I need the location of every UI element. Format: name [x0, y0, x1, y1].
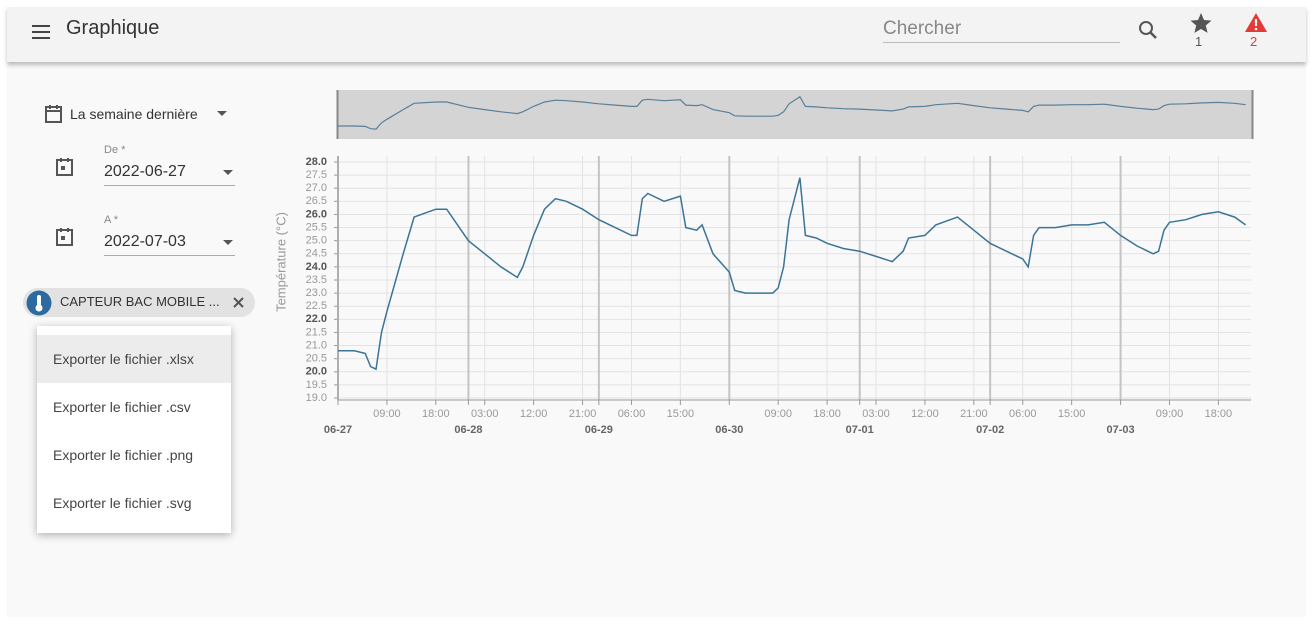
x-tick-label: 09:00 [764, 408, 792, 420]
y-tick-label: 24.5 [306, 248, 327, 260]
from-date[interactable]: 2022-06-27 [104, 163, 235, 186]
x-tick-label: 07-02 [976, 424, 1004, 436]
x-tick-label: 15:00 [667, 408, 695, 420]
navigator-background [337, 90, 1253, 139]
x-tick-label: 07-01 [846, 424, 874, 436]
x-tick-label: 06-30 [715, 424, 743, 436]
to-date[interactable]: 2022-07-03 [104, 233, 235, 256]
x-tick-label: 21:00 [960, 408, 988, 420]
y-tick-label: 27.0 [306, 182, 327, 194]
x-tick-label: 15:00 [1058, 408, 1086, 420]
x-tick-label: 06:00 [1009, 408, 1037, 420]
y-tick-label: 20.0 [306, 366, 327, 378]
favorites-button[interactable] [1190, 12, 1212, 34]
top-bar: Graphique Chercher 1 2 [7, 7, 1306, 62]
y-tick-label: 19.0 [306, 392, 327, 404]
dropdown-arrow[interactable] [222, 239, 234, 247]
x-tick-label: 12:00 [911, 408, 939, 420]
menu-button[interactable] [30, 21, 52, 43]
y-axis-title: Température (°C) [273, 212, 288, 312]
sensor-chip[interactable]: CAPTEUR BAC MOBILE ... [23, 288, 255, 317]
x-tick-label: 09:00 [373, 408, 401, 420]
menu-item[interactable]: Exporter le fichier .png [53, 447, 194, 463]
navigator-handles[interactable] [336, 90, 1254, 139]
menu-item[interactable]: Exporter le fichier .csv [53, 399, 191, 415]
x-tick-label: 18:00 [422, 408, 450, 420]
menu-item[interactable]: Exporter le fichier .xlsx [37, 335, 231, 383]
y-tick-label: 21.0 [306, 339, 327, 351]
from-label: De * [104, 144, 126, 156]
search-button[interactable] [1137, 19, 1159, 41]
y-tick-label: 19.5 [306, 379, 327, 391]
x-tick-label: 09:00 [1156, 408, 1184, 420]
x-tick-label: 18:00 [1205, 408, 1233, 420]
y-tick-label: 23.5 [306, 274, 327, 286]
y-tick-label: 23.0 [306, 287, 327, 299]
chip-remove[interactable] [232, 296, 245, 309]
calendar-icon [56, 158, 73, 176]
page-title: Graphique [66, 17, 160, 39]
x-tick-label: 06:00 [618, 408, 646, 420]
x-tick-label: 03:00 [471, 408, 499, 420]
period-select[interactable]: La semaine dernière [70, 106, 198, 122]
y-tick-label: 25.0 [306, 235, 327, 247]
y-tick-label: 20.5 [306, 353, 327, 365]
alerts-button[interactable] [1244, 12, 1268, 34]
y-tick-label: 22.5 [306, 300, 327, 312]
y-tick-label: 25.5 [306, 221, 327, 233]
sensor-icon [26, 290, 52, 316]
calendar-icon [45, 105, 62, 123]
menu-item[interactable]: Exporter le fichier .svg [53, 495, 192, 511]
export-menu: Exporter le fichier .xlsx Exporter le fi… [37, 326, 231, 533]
x-tick-label: 06-29 [585, 424, 613, 436]
x-tick-label: 06-28 [454, 424, 482, 436]
alerts-count: 2 [1250, 34, 1258, 49]
y-tick-label: 22.0 [306, 313, 327, 325]
x-tick-label: 06-27 [324, 424, 352, 436]
y-tick-label: 26.0 [306, 208, 327, 220]
y-tick-label: 24.0 [306, 261, 327, 273]
y-tick-label: 28.0 [306, 156, 327, 168]
y-tick-label: 27.5 [306, 169, 327, 181]
to-label: A * [104, 214, 119, 226]
y-tick-label: 26.5 [306, 195, 327, 207]
dropdown-arrow[interactable] [216, 110, 228, 118]
search-field[interactable]: Chercher [883, 18, 1120, 43]
sensor-name: CAPTEUR BAC MOBILE ... [60, 294, 220, 309]
x-tick-label: 12:00 [520, 408, 548, 420]
x-tick-label: 21:00 [569, 408, 597, 420]
y-tick-label: 21.5 [306, 326, 327, 338]
navigator-line [338, 95, 1246, 130]
data-line [338, 177, 1247, 371]
calendar-icon [56, 228, 73, 246]
favorites-count: 1 [1195, 34, 1203, 49]
x-tick-label: 18:00 [813, 408, 841, 420]
x-tick-label: 03:00 [862, 408, 890, 420]
x-tick-label: 07-03 [1107, 424, 1135, 436]
dropdown-arrow[interactable] [222, 169, 234, 177]
